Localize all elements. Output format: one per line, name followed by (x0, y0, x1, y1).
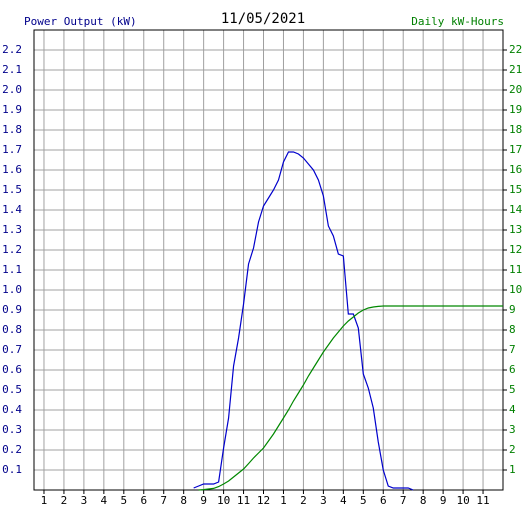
y2-tick-label: 18 (509, 123, 522, 136)
y-tick-label: 0.3 (2, 423, 22, 436)
x-tick-label: 3 (81, 494, 88, 507)
x-tick-label: 6 (380, 494, 387, 507)
y-tick-label: 1.4 (2, 203, 22, 216)
x-tick-label: 10 (456, 494, 469, 507)
y-tick-label: 1.1 (2, 263, 22, 276)
y-tick-label: 2.0 (2, 83, 22, 96)
x-tick-label: 2 (300, 494, 307, 507)
y-tick-label: 0.1 (2, 463, 22, 476)
x-tick-label: 5 (120, 494, 127, 507)
chart-title: 11/05/2021 (221, 11, 305, 27)
y-tick-label: 1.8 (2, 123, 22, 136)
y2-tick-label: 14 (509, 203, 523, 216)
x-tick-label: 1 (280, 494, 287, 507)
y2-tick-label: 5 (509, 383, 516, 396)
y-tick-label: 0.4 (2, 403, 22, 416)
x-tick-label: 5 (360, 494, 367, 507)
y-tick-label: 1.2 (2, 243, 22, 256)
x-tick-label: 11 (476, 494, 489, 507)
y2-tick-label: 16 (509, 163, 522, 176)
data-line (198, 305, 503, 491)
y2-tick-label: 22 (509, 43, 522, 56)
y2-tick-label: 21 (509, 63, 522, 76)
y-tick-label: 0.2 (2, 443, 22, 456)
x-tick-label: 3 (320, 494, 327, 507)
x-tick-label: 4 (101, 494, 108, 507)
x-tick-label: 7 (160, 494, 167, 507)
y-tick-label: 0.9 (2, 303, 22, 316)
x-tick-label: 6 (140, 494, 147, 507)
y2-tick-label: 11 (509, 263, 522, 276)
y2-tick-label: 3 (509, 423, 516, 436)
x-tick-label: 10 (217, 494, 230, 507)
y-tick-label: 1.5 (2, 183, 22, 196)
y2-tick-label: 8 (509, 323, 516, 336)
y-tick-label: 1.3 (2, 223, 22, 236)
x-tick-label: 11 (237, 494, 250, 507)
y-tick-label: 0.6 (2, 363, 22, 376)
y-tick-label: 0.7 (2, 343, 22, 356)
y-tick-label: 2.1 (2, 63, 22, 76)
y2-tick-label: 19 (509, 103, 522, 116)
plot-border (33, 29, 504, 491)
y2-tick-label: 1 (509, 463, 516, 476)
y2-tick-label: 17 (509, 143, 522, 156)
y2-tick-label: 12 (509, 243, 522, 256)
y2-tick-label: 20 (509, 83, 522, 96)
data-line (193, 151, 414, 491)
y2-tick-label: 7 (509, 343, 516, 356)
x-tick-label: 12 (257, 494, 270, 507)
y2-tick-label: 13 (509, 223, 522, 236)
y-tick-label: 1.7 (2, 143, 22, 156)
y-tick-label: 0.8 (2, 323, 22, 336)
x-tick-label: 9 (200, 494, 207, 507)
y2-tick-label: 9 (509, 303, 516, 316)
y-tick-label: 0.5 (2, 383, 22, 396)
y-axis-label: Power Output (kW) (24, 15, 137, 28)
x-tick-label: 1 (41, 494, 48, 507)
x-tick-label: 7 (400, 494, 407, 507)
y-tick-label: 1.9 (2, 103, 22, 116)
y2-tick-label: 10 (509, 283, 522, 296)
x-tick-label: 2 (61, 494, 68, 507)
y2-tick-label: 2 (509, 443, 516, 456)
y2-tick-label: 6 (509, 363, 516, 376)
x-tick-label: 4 (340, 494, 347, 507)
y2-tick-label: 15 (509, 183, 522, 196)
y-tick-label: 2.2 (2, 43, 22, 56)
y-tick-label: 1.6 (2, 163, 22, 176)
y2-tick-label: 4 (509, 403, 516, 416)
x-tick-label: 8 (420, 494, 427, 507)
x-tick-label: 8 (180, 494, 187, 507)
y-tick-label: 1.0 (2, 283, 22, 296)
y2-axis-label: Daily kW-Hours (411, 15, 504, 28)
x-tick-label: 9 (440, 494, 447, 507)
